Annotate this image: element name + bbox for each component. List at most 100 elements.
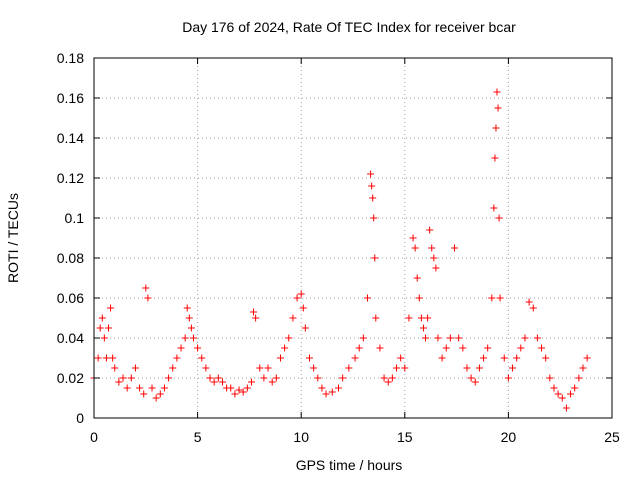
data-point: [136, 384, 144, 392]
x-tick-label: 0: [90, 429, 98, 445]
data-point: [105, 324, 113, 332]
data-point: [276, 354, 284, 362]
data-point: [299, 304, 307, 312]
data-point: [252, 314, 260, 322]
data-point: [227, 384, 235, 392]
data-point: [160, 384, 168, 392]
data-point: [272, 374, 280, 382]
data-point: [334, 384, 342, 392]
data-point: [370, 214, 378, 222]
data-point: [490, 204, 498, 212]
data-points: [90, 88, 591, 412]
data-point: [397, 354, 405, 362]
data-point: [533, 334, 541, 342]
data-point: [142, 284, 150, 292]
data-point: [542, 354, 550, 362]
data-point: [123, 384, 131, 392]
data-point: [250, 308, 258, 316]
data-point: [107, 304, 115, 312]
data-point: [239, 388, 247, 396]
data-point: [488, 294, 496, 302]
data-point: [96, 324, 104, 332]
data-point: [525, 298, 533, 306]
y-tick-label: 0.08: [57, 250, 84, 266]
data-point: [430, 254, 438, 262]
data-point: [165, 374, 173, 382]
data-point: [369, 194, 377, 202]
data-point: [579, 364, 587, 372]
data-point: [422, 334, 430, 342]
data-point: [371, 254, 379, 262]
data-point: [328, 388, 336, 396]
x-axis-label: GPS time / hours: [296, 457, 403, 473]
data-point: [517, 344, 525, 352]
data-point: [140, 390, 148, 398]
data-point: [301, 324, 309, 332]
data-point: [359, 334, 367, 342]
x-tick-label: 25: [604, 429, 620, 445]
data-point: [102, 354, 110, 362]
data-point: [428, 244, 436, 252]
data-point: [127, 374, 135, 382]
data-point: [256, 364, 264, 372]
data-point: [442, 344, 450, 352]
data-point: [351, 354, 359, 362]
data-point: [368, 182, 376, 190]
data-point: [152, 394, 160, 402]
data-point: [509, 364, 517, 372]
data-point: [109, 354, 117, 362]
data-point: [156, 390, 164, 398]
data-point: [493, 88, 501, 96]
data-point: [305, 354, 313, 362]
data-point: [185, 314, 193, 322]
data-point: [463, 364, 471, 372]
data-point: [434, 334, 442, 342]
data-point: [111, 364, 119, 372]
grid: [94, 58, 612, 418]
data-point: [189, 334, 197, 342]
y-tick-label: 0: [76, 410, 84, 426]
data-point: [417, 314, 425, 322]
data-point: [148, 384, 156, 392]
y-tick-label: 0.04: [57, 330, 84, 346]
data-point: [214, 374, 222, 382]
data-point: [496, 294, 504, 302]
data-point: [206, 374, 214, 382]
data-point: [538, 344, 546, 352]
chart-title: Day 176 of 2024, Rate Of TEC Index for r…: [182, 19, 516, 35]
data-point: [432, 264, 440, 272]
data-point: [339, 374, 347, 382]
data-point: [409, 234, 417, 242]
data-point: [424, 314, 432, 322]
data-point: [405, 314, 413, 322]
data-point: [426, 226, 434, 234]
x-tick-label: 10: [293, 429, 309, 445]
data-point: [567, 390, 575, 398]
data-point: [100, 334, 108, 342]
data-point: [268, 378, 276, 386]
data-point: [583, 354, 591, 362]
data-point: [484, 344, 492, 352]
data-point: [411, 244, 419, 252]
data-point: [169, 364, 177, 372]
y-tick-label: 0.16: [57, 90, 84, 106]
data-point: [455, 334, 463, 342]
data-point: [367, 170, 375, 178]
data-point: [419, 324, 427, 332]
data-point: [513, 354, 521, 362]
data-point: [459, 344, 467, 352]
data-point: [194, 344, 202, 352]
data-point: [318, 384, 326, 392]
data-point: [480, 354, 488, 362]
data-point: [529, 304, 537, 312]
y-axis-ticks: 0 0.02 0.04 0.06 0.08 0.1 0.12 0.14 0.16 0.18: [57, 50, 612, 426]
data-point: [500, 354, 508, 362]
data-point: [119, 374, 127, 382]
data-point: [322, 390, 330, 398]
data-point: [491, 154, 499, 162]
data-point: [210, 378, 218, 386]
data-point: [471, 378, 479, 386]
data-point: [492, 124, 500, 132]
y-tick-label: 0.18: [57, 50, 84, 66]
data-point: [558, 394, 566, 402]
